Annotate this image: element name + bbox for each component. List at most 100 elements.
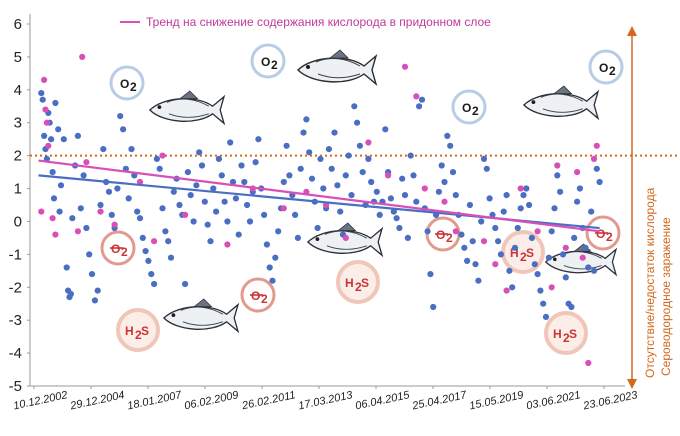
data-point-blue xyxy=(393,215,400,222)
o2-letter: O xyxy=(261,55,270,69)
data-point-blue xyxy=(210,185,217,192)
data-point-magenta xyxy=(38,208,45,215)
data-point-blue xyxy=(407,152,414,159)
data-point-blue xyxy=(235,231,242,238)
data-point-blue xyxy=(193,182,200,189)
o2-letter: O xyxy=(599,61,608,75)
data-point-blue xyxy=(283,142,290,149)
data-point-blue xyxy=(60,136,67,143)
data-point-blue xyxy=(232,195,239,202)
data-point-blue xyxy=(368,178,375,186)
data-point-blue xyxy=(145,257,152,264)
data-point-blue xyxy=(509,284,516,291)
y-tick-label: -5 xyxy=(9,378,22,395)
data-point-blue xyxy=(204,221,211,228)
data-point-magenta xyxy=(413,93,420,100)
fish-icon xyxy=(306,222,384,258)
data-point-blue xyxy=(190,218,197,225)
data-point-blue xyxy=(196,149,203,156)
data-point-blue xyxy=(252,159,259,166)
data-point-blue xyxy=(120,126,127,133)
data-point-magenta xyxy=(42,106,49,113)
data-point-blue xyxy=(325,146,332,153)
data-point-blue xyxy=(356,142,363,149)
data-point-magenta xyxy=(280,205,287,212)
data-point-blue xyxy=(207,238,214,245)
data-point-blue xyxy=(585,264,592,271)
data-point-blue xyxy=(404,234,411,241)
h2s-ring xyxy=(116,308,160,352)
data-point-blue xyxy=(128,146,135,153)
legend: Тренд на снижение содержания кислорода в… xyxy=(120,15,491,29)
data-point-blue xyxy=(427,271,434,278)
data-point-blue xyxy=(466,201,473,209)
data-point-blue xyxy=(50,195,58,202)
fish-stripes xyxy=(166,98,210,118)
data-point-blue xyxy=(444,132,451,139)
data-point-blue xyxy=(452,192,459,199)
data-point-blue xyxy=(483,165,490,172)
h2s-s: S xyxy=(569,327,577,341)
data-point-blue xyxy=(337,208,344,215)
o2-letter: O xyxy=(436,228,445,242)
legend-label: Тренд на снижение содержания кислорода в… xyxy=(146,15,491,29)
data-point-magenta xyxy=(49,215,56,222)
fish-body xyxy=(162,302,240,334)
data-point-blue xyxy=(184,169,191,176)
data-point-blue xyxy=(449,169,457,176)
fish-icon xyxy=(162,298,240,334)
data-point-blue xyxy=(297,165,304,172)
y-tick-label: 0 xyxy=(14,213,22,230)
x-tick-label: 29.12.2004 xyxy=(68,389,125,412)
data-point-blue xyxy=(49,169,56,176)
data-point-magenta xyxy=(548,284,555,291)
data-point-blue xyxy=(182,280,189,288)
data-point-blue xyxy=(435,188,442,195)
data-point-blue xyxy=(596,178,603,186)
data-point-blue xyxy=(359,169,366,176)
data-point-blue xyxy=(303,116,310,123)
side-arrow-down-head xyxy=(627,379,637,389)
data-point-magenta xyxy=(452,228,459,235)
data-point-blue xyxy=(390,208,397,215)
data-point-blue xyxy=(94,287,101,294)
data-point-blue xyxy=(331,129,338,136)
data-point-blue xyxy=(557,188,564,195)
fish-stripes xyxy=(324,230,368,250)
data-point-magenta xyxy=(151,238,158,245)
y-tick-label: -2 xyxy=(9,279,22,296)
h2s-h: H xyxy=(345,276,354,290)
data-point-blue xyxy=(458,231,465,238)
y-tick-label: 4 xyxy=(14,82,22,99)
o2-ring xyxy=(109,65,145,101)
o2-subscript: 2 xyxy=(261,292,268,306)
fish-eye xyxy=(157,105,162,110)
o2-subscript: 2 xyxy=(130,80,137,94)
data-point-magenta xyxy=(385,172,392,179)
data-point-blue xyxy=(187,192,194,199)
data-point-blue xyxy=(416,103,423,110)
data-point-blue xyxy=(156,165,163,172)
data-point-blue xyxy=(136,215,144,222)
data-point-blue xyxy=(125,195,132,202)
data-point-blue xyxy=(176,201,183,209)
data-point-blue xyxy=(517,205,524,212)
fish-eye xyxy=(171,313,176,318)
data-point-blue xyxy=(542,313,550,320)
data-point-blue xyxy=(142,248,149,255)
o2-subscript: 2 xyxy=(121,245,128,259)
y-tick-label: 2 xyxy=(14,148,22,165)
data-point-blue xyxy=(464,257,471,264)
trend-line-magenta xyxy=(38,159,600,233)
data-point-blue xyxy=(105,188,113,195)
data-points xyxy=(38,53,603,367)
data-point-magenta xyxy=(41,76,48,83)
fish-fin xyxy=(337,222,357,231)
data-point-blue xyxy=(345,152,352,159)
data-point-magenta xyxy=(111,221,118,228)
data-point-blue xyxy=(244,201,251,209)
data-point-blue xyxy=(272,254,279,261)
